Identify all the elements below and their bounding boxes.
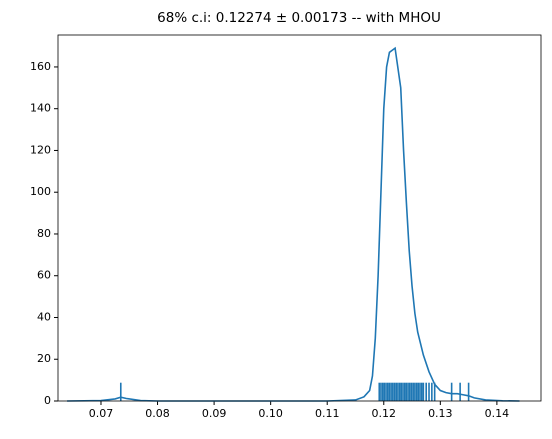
x-tick-label: 0.10 (258, 407, 283, 420)
y-tick-label: 120 (30, 143, 51, 156)
y-tick-label: 60 (37, 269, 51, 282)
x-tick-label: 0.14 (485, 407, 510, 420)
y-tick-label: 40 (37, 310, 51, 323)
x-tick-label: 0.13 (428, 407, 453, 420)
x-tick-label: 0.07 (89, 407, 114, 420)
y-tick-label: 140 (30, 102, 51, 115)
y-tick-label: 20 (37, 352, 51, 365)
y-tick-label: 80 (37, 227, 51, 240)
y-tick-label: 160 (30, 60, 51, 73)
axes-frame (57, 34, 542, 402)
y-tick-label: 100 (30, 185, 51, 198)
y-tick-label: 0 (44, 394, 51, 407)
x-tick-label: 0.09 (202, 407, 227, 420)
x-tick-label: 0.12 (372, 407, 397, 420)
chart-title: 68% c.i: 0.12274 ± 0.00173 -- with MHOU (157, 10, 441, 26)
x-tick-label: 0.11 (315, 407, 340, 420)
x-tick-label: 0.08 (145, 407, 170, 420)
